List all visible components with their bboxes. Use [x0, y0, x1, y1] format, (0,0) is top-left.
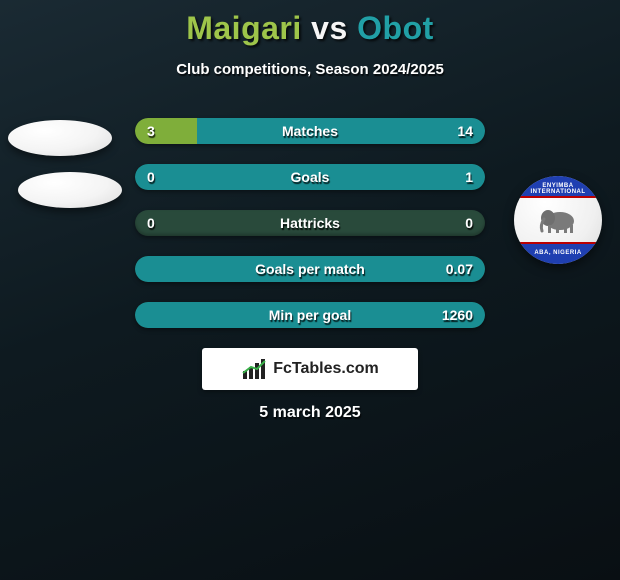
stat-label: Goals per match	[255, 256, 365, 282]
page-title: Maigari vs Obot	[0, 10, 620, 47]
subtitle: Club competitions, Season 2024/2025	[0, 61, 620, 78]
stat-row: Hattricks 0 0	[135, 210, 485, 236]
watermark-text: FcTables.com	[273, 360, 379, 378]
stat-value-right: 14	[457, 118, 473, 144]
stat-bars: Matches 3 14 Goals 0 1 Hattricks 0 0 Goals per ma…	[135, 118, 485, 328]
stat-value-left: 3	[147, 118, 155, 144]
bar-chart-icon	[241, 359, 267, 379]
stat-label: Matches	[282, 118, 338, 144]
stat-value-left: 0	[147, 164, 155, 190]
player2-name: Obot	[357, 10, 434, 46]
stat-value-right: 1	[465, 164, 473, 190]
bar-fill-left	[135, 118, 197, 144]
badge-bottom-text: ABA, NIGERIA	[514, 250, 602, 256]
stat-row: Matches 3 14	[135, 118, 485, 144]
badge-bottom-arc: ABA, NIGERIA	[514, 242, 602, 264]
stat-value-right: 1260	[442, 302, 473, 328]
comparison-infographic: Maigari vs Obot Club competitions, Seaso…	[0, 0, 620, 580]
stat-row: Goals 0 1	[135, 164, 485, 190]
badge-top-text: ENYIMBA INTERNATIONAL	[514, 183, 602, 195]
stat-row: Min per goal 1260	[135, 302, 485, 328]
stat-value-right: 0	[465, 210, 473, 236]
stat-label: Goals	[291, 164, 330, 190]
player1-club-placeholder	[18, 172, 122, 208]
elephant-icon	[536, 205, 580, 235]
watermark: FcTables.com	[202, 348, 418, 390]
bar-fill-right	[197, 118, 485, 144]
player2-club-badge: ENYIMBA INTERNATIONAL ABA, NIGERIA	[514, 176, 602, 264]
generated-date: 5 march 2025	[0, 404, 620, 422]
player1-name: Maigari	[186, 10, 302, 46]
stat-label: Min per goal	[269, 302, 351, 328]
stat-label: Hattricks	[280, 210, 340, 236]
player1-avatar-placeholder	[8, 120, 112, 156]
stat-value-right: 0.07	[446, 256, 473, 282]
stat-row: Goals per match 0.07	[135, 256, 485, 282]
vs-separator: vs	[311, 10, 348, 46]
stat-value-left: 0	[147, 210, 155, 236]
badge-top-arc: ENYIMBA INTERNATIONAL	[514, 176, 602, 198]
